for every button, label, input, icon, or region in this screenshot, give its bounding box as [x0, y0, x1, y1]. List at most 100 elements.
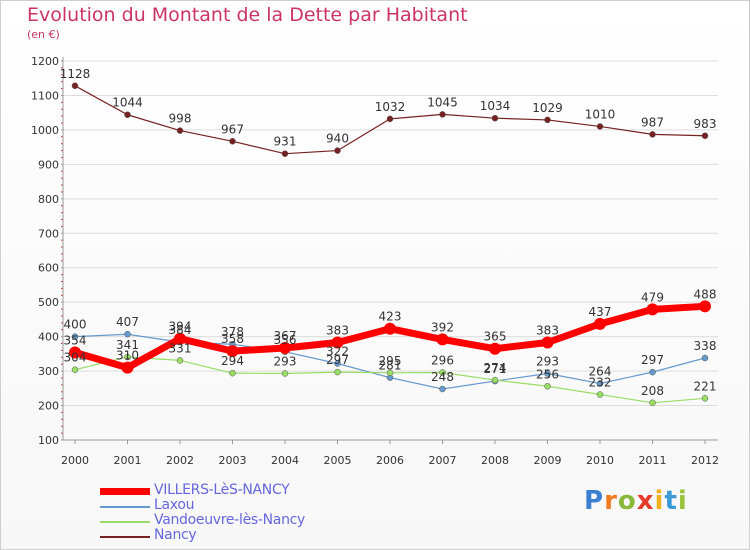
data-point: [699, 300, 711, 313]
data-point: [71, 366, 79, 373]
data-label: 281: [379, 359, 402, 373]
data-point: [334, 360, 341, 367]
legend-label: Laxou: [154, 497, 195, 513]
data-point: [176, 127, 184, 134]
data-point: [701, 354, 709, 362]
data-point: [229, 138, 236, 145]
data-point: [596, 380, 604, 387]
data-label: 423: [379, 310, 402, 324]
legend-label: VILLERS-LèS-NANCY: [154, 482, 290, 498]
data-label: 295: [379, 354, 402, 368]
data-label: 297: [326, 353, 349, 367]
data-label: 293: [274, 355, 297, 369]
data-point: [596, 391, 604, 398]
data-point: [334, 368, 341, 376]
data-label: 383: [326, 323, 349, 337]
logo-letter: o: [617, 486, 637, 516]
y-tick-label: 400: [38, 331, 59, 344]
data-point: [71, 82, 79, 90]
data-label: 365: [484, 330, 507, 344]
data-label: 304: [64, 351, 87, 365]
data-label: 479: [641, 290, 664, 304]
data-label: 256: [536, 367, 559, 381]
data-label: 248: [431, 370, 454, 384]
x-tick-label: 2001: [114, 454, 142, 467]
data-label: 221: [694, 379, 717, 393]
data-label: 354: [64, 333, 87, 347]
data-point: [331, 336, 344, 349]
data-point: [384, 322, 396, 335]
data-label: 1128: [60, 67, 91, 81]
data-label: 392: [431, 320, 454, 334]
legend-swatch: [100, 521, 150, 523]
data-label: 383: [536, 323, 559, 337]
y-tick-label: 1000: [31, 124, 59, 137]
data-point: [334, 147, 341, 154]
data-point: [174, 332, 186, 345]
data-label: 983: [694, 117, 717, 131]
legend-swatch: [100, 506, 150, 508]
y-tick-label: 700: [38, 227, 59, 240]
x-tick-label: 2008: [481, 454, 509, 467]
data-point: [124, 353, 131, 361]
y-tick-label: 300: [38, 365, 59, 378]
data-point: [121, 361, 134, 374]
data-point: [489, 342, 501, 355]
data-point: [491, 114, 499, 122]
data-point: [541, 336, 554, 349]
data-point: [649, 368, 656, 376]
data-point: [124, 111, 131, 118]
data-point: [439, 111, 446, 118]
data-point: [279, 342, 291, 355]
data-label: 310: [116, 349, 139, 363]
data-point: [491, 376, 499, 384]
x-tick-label: 2012: [691, 454, 719, 467]
legend-label: Nancy: [154, 527, 197, 543]
data-point: [701, 132, 709, 140]
x-tick-label: 2010: [586, 454, 614, 467]
data-point: [436, 333, 449, 346]
data-label: 384: [169, 323, 192, 337]
legend-swatch: [100, 488, 150, 495]
data-label: 232: [589, 376, 612, 390]
data-label: 407: [116, 315, 139, 329]
chart-subtitle: (en €): [27, 28, 60, 41]
logo-letter: t: [664, 486, 678, 516]
y-tick-label: 1200: [31, 55, 59, 68]
legend-label: Vandoeuvre-lès-Nancy: [154, 512, 306, 528]
data-label: 1029: [532, 101, 563, 115]
data-point: [69, 346, 81, 359]
data-label: 1010: [585, 107, 616, 121]
data-point: [281, 150, 289, 157]
logo-letter: x: [636, 486, 655, 516]
data-label: 341: [116, 338, 139, 352]
y-tick-label: 200: [38, 400, 59, 413]
data-point: [544, 383, 551, 390]
data-label: 296: [431, 353, 454, 367]
data-label: 271: [484, 362, 507, 376]
data-point: [439, 385, 446, 393]
data-label: 394: [169, 320, 192, 334]
chart-title: Evolution du Montant de la Dette par Hab…: [27, 4, 468, 26]
data-label: 940: [326, 132, 349, 146]
data-point: [649, 131, 656, 138]
data-point: [386, 369, 394, 377]
data-point: [226, 345, 239, 358]
data-point: [646, 303, 659, 316]
x-tick-label: 2003: [219, 454, 247, 467]
legend-swatch: [100, 536, 150, 538]
y-tick-label: 1100: [31, 89, 59, 102]
data-point: [596, 123, 604, 130]
data-label: 1034: [480, 99, 511, 113]
data-point: [386, 115, 394, 123]
data-label: 294: [221, 354, 244, 368]
x-tick-label: 2000: [61, 454, 89, 467]
data-label: 1032: [375, 100, 406, 114]
data-point: [544, 116, 551, 124]
data-point: [176, 357, 184, 364]
x-tick-label: 2006: [376, 454, 404, 467]
data-label: 367: [274, 329, 297, 343]
data-label: 331: [169, 341, 192, 355]
